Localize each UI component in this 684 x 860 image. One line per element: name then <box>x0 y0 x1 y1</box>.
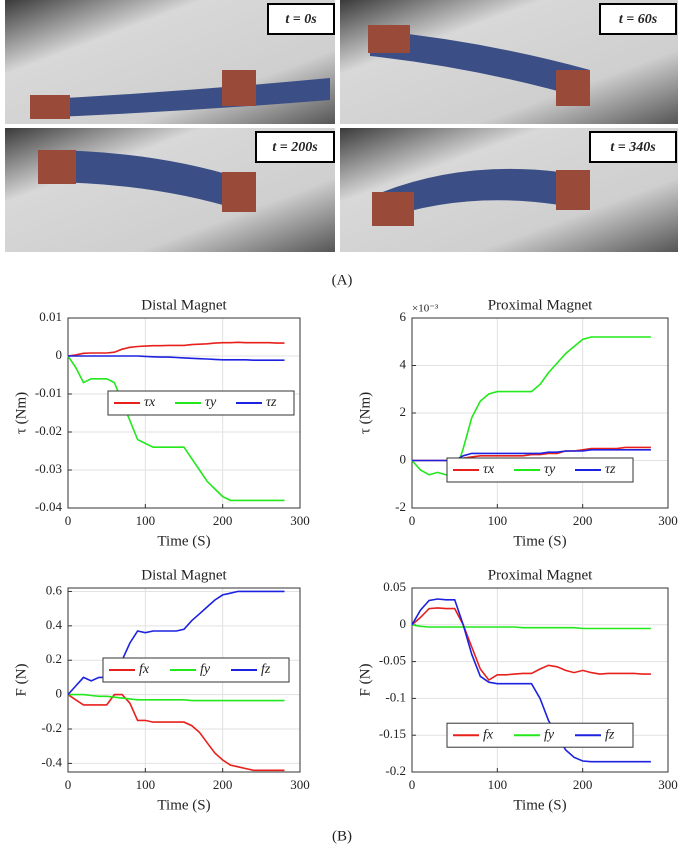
legend-label: fy <box>200 662 211 677</box>
panel-label: (B) <box>332 828 352 844</box>
label-box <box>589 131 677 163</box>
data-line <box>68 693 285 702</box>
time-label: t = 60s <box>619 12 658 27</box>
y-tick-label: -0.2 <box>41 720 62 735</box>
y-tick-label: -0.03 <box>35 461 62 476</box>
x-tick-label: 0 <box>409 513 416 528</box>
legend-label: fx <box>139 662 150 677</box>
y-axis-label: F (N) <box>13 664 29 697</box>
axes-box <box>411 587 669 773</box>
x-tick-label: 100 <box>136 513 156 528</box>
legend-label: fy <box>544 727 555 742</box>
x-tick-label: 100 <box>488 777 508 792</box>
x-tick-label: 300 <box>658 513 678 528</box>
x-axis-label: Time (S) <box>513 797 566 813</box>
legend-label: fx <box>483 727 494 742</box>
data-line <box>67 693 285 772</box>
y-tick-label: -0.01 <box>35 385 62 400</box>
time-label: t = 200s <box>272 140 318 155</box>
y-tick-label: 0.6 <box>46 582 63 597</box>
data-line <box>67 355 285 502</box>
y-tick-label: 2 <box>400 404 407 419</box>
y-tick-label: -0.4 <box>41 754 62 769</box>
legend-label: τy <box>205 395 217 410</box>
y-tick-label: -0.15 <box>379 726 406 741</box>
x-tick-label: 0 <box>65 513 72 528</box>
y-axis-label: τ (Nm) <box>357 392 373 434</box>
chart-title: Proximal Magnet <box>488 567 593 583</box>
label-box <box>255 131 335 163</box>
axes-box <box>411 317 669 509</box>
y-tick-label: 6 <box>400 309 407 324</box>
label-box <box>267 3 335 35</box>
x-axis-label: Time (S) <box>157 797 210 813</box>
panel-label: (A) <box>332 272 353 288</box>
y-tick-label: 0 <box>400 451 407 466</box>
y-tick-label: 0 <box>56 347 63 362</box>
y-tick-label: 0.4 <box>46 617 63 632</box>
y-tick-label: 0 <box>56 686 63 701</box>
legend-label: τx <box>144 395 156 410</box>
x-axis-label: Time (S) <box>157 533 210 549</box>
label-box <box>599 3 677 35</box>
legend-label: fz <box>605 727 615 742</box>
y-tick-label: -0.05 <box>379 653 406 668</box>
y-tick-label: -2 <box>395 499 406 514</box>
chart-title: Proximal Magnet <box>488 297 593 313</box>
chart-title: Distal Magnet <box>141 567 227 583</box>
x-tick-label: 200 <box>213 777 233 792</box>
x-tick-label: 100 <box>488 513 508 528</box>
legend-label: τz <box>266 395 277 410</box>
x-tick-label: 0 <box>409 777 416 792</box>
data-line <box>411 607 651 682</box>
legend-label: τx <box>483 462 495 477</box>
photo <box>5 128 335 252</box>
y-tick-label: 0.05 <box>383 579 406 594</box>
axes-box <box>67 317 301 509</box>
data-line <box>67 341 285 357</box>
y-tick-label: 4 <box>400 356 407 371</box>
y-tick-label: 0 <box>400 616 407 631</box>
y-tick-label: -0.1 <box>385 689 406 704</box>
y-tick-label: -0.02 <box>35 423 62 438</box>
x-axis-label: Time (S) <box>513 533 566 549</box>
data-line <box>68 355 285 361</box>
y-axis-label: τ (Nm) <box>13 392 29 434</box>
legend-label: fz <box>261 662 271 677</box>
y-tick-label: -0.04 <box>35 499 63 514</box>
legend-label: τy <box>544 462 556 477</box>
y-tick-label: 0.01 <box>39 309 62 324</box>
x-tick-label: 200 <box>573 777 593 792</box>
x-tick-label: 200 <box>573 513 593 528</box>
data-line <box>411 598 651 763</box>
x-tick-label: 0 <box>65 777 72 792</box>
chart-title: Distal Magnet <box>141 297 227 313</box>
x-tick-label: 300 <box>290 513 310 528</box>
legend-label: τz <box>605 462 616 477</box>
y-exponent-label: ×10⁻³ <box>412 303 439 315</box>
y-tick-label: -0.2 <box>385 763 406 778</box>
y-tick-label: 0.2 <box>46 651 62 666</box>
x-tick-label: 200 <box>213 513 233 528</box>
x-tick-label: 300 <box>290 777 310 792</box>
data-line <box>411 624 651 630</box>
x-tick-label: 300 <box>658 777 678 792</box>
x-tick-label: 100 <box>136 777 156 792</box>
time-label: t = 0s <box>285 12 317 27</box>
axes-box <box>67 587 301 773</box>
time-label: t = 340s <box>610 140 656 155</box>
y-axis-label: F (N) <box>357 664 373 697</box>
